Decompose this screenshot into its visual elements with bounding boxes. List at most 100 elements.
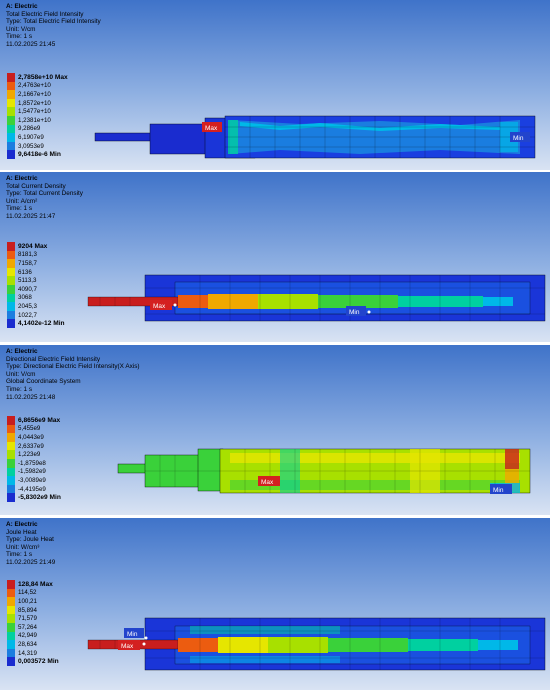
legend-label: 85,894	[18, 606, 37, 614]
legend-label: 4,0443e9	[18, 433, 44, 441]
legend-swatch	[7, 242, 15, 251]
legend-swatch	[7, 81, 15, 91]
info-line: Total Current Density	[6, 182, 66, 190]
legend-swatch	[7, 614, 15, 623]
result-panel-joule-heat: Min Max A: Electric Joule Heat Type: Jou…	[0, 518, 550, 690]
model-view[interactable]: Max Min	[0, 0, 550, 170]
analysis-title: A: Electric	[6, 175, 38, 182]
min-probe[interactable]: Min	[346, 306, 371, 316]
legend-label: 42,949	[18, 632, 37, 640]
legend-swatch	[7, 141, 15, 151]
legend-label: 3068	[18, 294, 32, 302]
min-probe-label: Min	[349, 309, 360, 316]
legend-swatch	[7, 648, 15, 658]
legend-label: 6,1907e9	[18, 133, 44, 141]
legend-swatch	[7, 450, 15, 459]
info-line: Unit: V/cm	[6, 25, 36, 33]
legend-max-label: 2,7858e+10 Max	[18, 73, 68, 81]
analysis-title: A: Electric	[6, 3, 38, 10]
legend-swatch	[7, 319, 15, 328]
legend-swatch	[7, 98, 15, 108]
result-info: A: Electric Joule Heat Type: Joule Heat …	[6, 521, 55, 567]
max-probe-label: Max	[261, 479, 274, 486]
legend-swatch	[7, 424, 15, 434]
legend-swatch	[7, 267, 15, 277]
result-panel-total-current-density: Max Min A: Electric Total Current Densit…	[0, 172, 550, 342]
info-line: Unit: A/cm²	[6, 197, 38, 205]
legend-swatch	[7, 640, 15, 649]
result-info: A: Electric Total Electric Field Intensi…	[6, 3, 101, 49]
min-probe-label: Min	[127, 631, 138, 638]
legend-max-label: 9204 Max	[18, 242, 48, 250]
info-line: 11.02.2025 21:45	[6, 40, 56, 48]
min-probe-label: Min	[493, 487, 504, 494]
legend-swatch	[7, 107, 15, 116]
legend-swatch	[7, 631, 15, 641]
legend-swatch	[7, 580, 15, 589]
legend-min-label: -5,8302e9 Min	[18, 494, 61, 502]
legend-label: 1,2381e+10	[18, 116, 51, 124]
legend-label: 5113,3	[18, 277, 37, 285]
legend-label: 3,0953e9	[18, 142, 44, 150]
info-line: Time: 1 s	[6, 385, 33, 393]
max-probe[interactable]: Max	[202, 122, 222, 132]
legend-label: 71,579	[18, 615, 37, 623]
min-probe[interactable]: Min	[510, 132, 530, 142]
max-probe[interactable]: Max	[258, 476, 280, 486]
legend-swatch	[7, 116, 15, 125]
legend-swatch	[7, 484, 15, 494]
legend-swatch	[7, 73, 15, 82]
legend-swatch	[7, 441, 15, 451]
result-info: A: Electric Total Current Density Type: …	[6, 175, 83, 221]
legend-label: 9,286e9	[18, 125, 41, 133]
model-view[interactable]: Min Max	[0, 518, 550, 690]
legend-label: 114,52	[18, 589, 37, 597]
result-panel-total-electric-field: Max Min A: Electric Total Electric Field…	[0, 0, 550, 170]
info-line: Time: 1 s	[6, 33, 33, 41]
legend-swatch	[7, 657, 15, 666]
legend-swatch	[7, 124, 15, 134]
info-line: Type: Joule Heat	[6, 536, 54, 544]
info-line: Type: Total Current Density	[6, 190, 83, 198]
min-probe-label: Min	[513, 135, 524, 142]
min-probe[interactable]: Min	[490, 484, 512, 494]
legend-swatch	[7, 623, 15, 632]
max-probe[interactable]: Max	[150, 300, 177, 310]
legend-label: 5,455e9	[18, 425, 41, 433]
legend-label: 14,319	[18, 649, 37, 657]
legend-swatch	[7, 90, 15, 99]
info-line: Joule Heat	[6, 528, 37, 536]
legend-label: 57,264	[18, 623, 37, 631]
legend-swatch	[7, 459, 15, 468]
legend-swatch	[7, 150, 15, 159]
max-probe-label: Max	[153, 303, 166, 310]
legend-swatch	[7, 250, 15, 260]
info-line: Directional Electric Field Intensity	[6, 355, 101, 363]
legend-swatch	[7, 276, 15, 285]
legend-label: 100,21	[18, 597, 37, 605]
legend-label: 1,5477e+10	[18, 108, 51, 116]
info-line: Type: Total Electric Field Intensity	[6, 18, 101, 26]
legend-label: 7158,7	[18, 259, 37, 267]
legend-label: 2045,3	[18, 302, 37, 310]
info-line: Time: 1 s	[6, 205, 33, 213]
legend-min-label: 4,1402e-12 Min	[18, 320, 65, 328]
legend-label: 2,1667e+10	[18, 90, 51, 98]
legend-max-label: 6,8656e9 Max	[18, 416, 61, 424]
legend-label: 1022,7	[18, 311, 37, 319]
legend-swatch	[7, 416, 15, 425]
model-view[interactable]: Max Min	[0, 345, 550, 515]
legend-label: -3,0089e9	[18, 476, 46, 484]
legend-label: 4090,7	[18, 285, 37, 293]
legend-swatch	[7, 605, 15, 615]
max-probe[interactable]: Max	[118, 640, 146, 650]
model-view[interactable]: Max Min	[0, 172, 550, 342]
legend-swatch	[7, 293, 15, 303]
max-probe-label: Max	[205, 125, 218, 132]
min-probe[interactable]: Min	[124, 628, 148, 640]
legend-swatch	[7, 588, 15, 598]
info-line: Time: 1 s	[6, 551, 33, 559]
legend-label: 1,223e9	[18, 451, 41, 459]
legend-swatch	[7, 597, 15, 606]
legend-min-label: 0,003572 Min	[18, 658, 59, 666]
